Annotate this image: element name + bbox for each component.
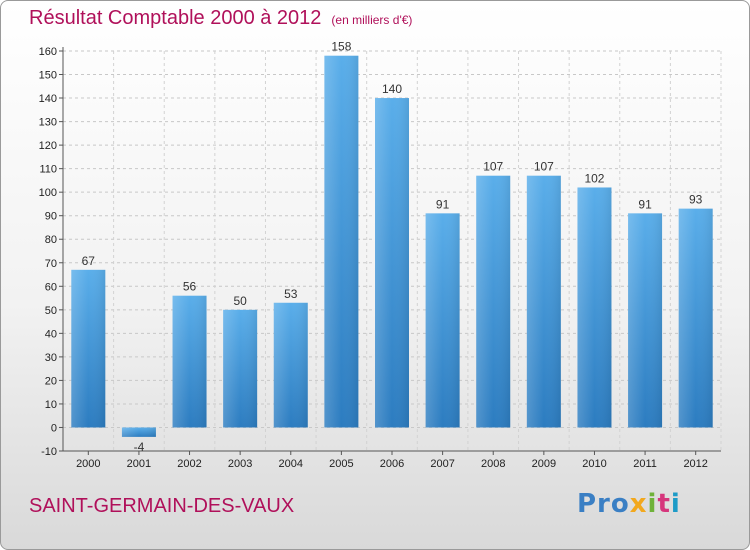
y-tick-label: 120 [39, 140, 57, 152]
bar-shade-2000 [71, 269, 106, 428]
y-tick-label: 60 [45, 281, 57, 293]
x-tick-label: 2002 [177, 458, 201, 470]
axes: -10 0 10 20 30 40 50 60 70 80 90 100 110 120 130 140 150… [39, 46, 721, 458]
bars [71, 55, 713, 437]
data-label-2007: 91 [436, 197, 450, 211]
data-label-2001: -4 [134, 440, 145, 454]
chart-title: Résultat Comptable 2000 à 2012 (en millie… [29, 7, 412, 30]
data-label-2008: 107 [483, 160, 503, 174]
data-label-2011: 91 [638, 197, 652, 211]
y-tick-label: 0 [51, 422, 57, 434]
data-label-2003: 50 [233, 294, 247, 308]
y-tick-label: 50 [45, 305, 57, 317]
y-tick-label: -10 [41, 446, 57, 458]
bar-shade-2001 [121, 427, 156, 437]
x-tick-label: 2000 [76, 458, 100, 470]
x-tick-label: 2003 [228, 458, 252, 470]
y-tick-label: 30 [45, 352, 57, 364]
x-tick-label: 2004 [279, 458, 303, 470]
y-tick-label: 10 [45, 399, 57, 411]
bar-shade-2003 [223, 309, 258, 428]
x-tick-label: 2011 [633, 458, 657, 470]
data-label-2004: 53 [284, 287, 298, 301]
y-tick-label: 80 [45, 234, 57, 246]
x-tick-label: 2006 [380, 458, 404, 470]
data-label-2010: 102 [584, 171, 604, 185]
bar-shade-2004 [273, 302, 308, 428]
y-tick-label: 70 [45, 258, 57, 270]
bar-shade-2011 [628, 213, 663, 428]
bar-shade-2012 [678, 208, 713, 428]
bar-shade-2006 [375, 98, 409, 428]
y-tick-label: 160 [39, 46, 57, 58]
y-tick-label: 130 [39, 117, 57, 129]
chart-subtitle: (en milliers d'€) [331, 13, 413, 27]
y-tick-label: 20 [45, 375, 57, 387]
x-tick-label: 2001 [127, 458, 151, 470]
data-label-2005: 158 [331, 40, 351, 54]
labels: 2000 67 2001 -4 2002 56 2003 50 2004 53 2005 158 200… [76, 40, 708, 470]
y-tick-label: 110 [39, 164, 57, 176]
x-tick-label: 2010 [582, 458, 606, 470]
data-label-2000: 67 [82, 254, 96, 268]
y-tick-label: 140 [39, 93, 57, 105]
data-label-2012: 93 [689, 193, 703, 207]
chart-title-text: Résultat Comptable 2000 à 2012 [29, 7, 322, 29]
x-tick-label: 2005 [329, 458, 353, 470]
town-name: SAINT-GERMAIN-DES-VAUX [29, 495, 295, 517]
x-tick-label: 2007 [430, 458, 454, 470]
y-tick-label: 150 [39, 70, 57, 82]
bar-shade-2002 [172, 295, 207, 428]
x-tick-label: 2008 [481, 458, 505, 470]
bar-shade-2009 [526, 175, 561, 428]
x-tick-label: 2012 [683, 458, 707, 470]
bar-shade-2010 [577, 187, 612, 428]
y-tick-label: 100 [39, 187, 57, 199]
y-tick-label: 90 [45, 211, 57, 223]
x-tick-label: 2009 [532, 458, 556, 470]
data-label-2002: 56 [183, 280, 197, 294]
data-label-2009: 107 [534, 160, 554, 174]
bar-shade-2007 [425, 213, 460, 428]
bar-shade-2008 [476, 175, 511, 428]
y-tick-label: 40 [45, 328, 57, 340]
proxiti-logo: Proxiti [577, 489, 681, 519]
bar-shade-2005 [324, 55, 359, 428]
data-label-2006: 140 [382, 82, 402, 96]
